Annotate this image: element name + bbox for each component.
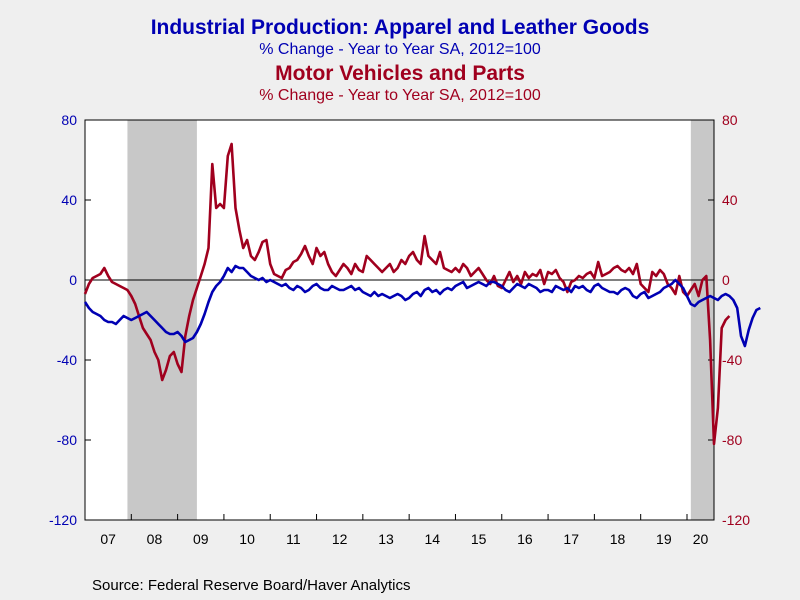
recession-band [127,120,197,520]
recession-band [690,120,714,520]
x-tick-label: 14 [425,531,441,547]
x-tick-label: 13 [378,531,394,547]
y-right-tick-label: -120 [722,512,750,528]
x-tick-label: 17 [563,531,579,547]
y-right-tick-label: 0 [722,272,730,288]
x-tick-label: 16 [517,531,533,547]
x-tick-label: 20 [693,531,709,547]
chart-title-series1: Industrial Production: Apparel and Leath… [150,16,650,39]
y-right-tick-label: -40 [722,352,742,368]
y-left-tick-label: 0 [69,272,77,288]
x-tick-label: 12 [332,531,348,547]
y-right-tick-label: 40 [722,192,738,208]
chart-subtitle-series2: % Change - Year to Year SA, 2012=100 [259,87,541,104]
series-line-apparel [83,264,761,348]
x-tick-label: 18 [610,531,626,547]
plot-border [84,119,715,521]
y-left-tick-label: -40 [57,352,77,368]
y-right-tick-label: -80 [722,432,742,448]
x-tick-label: 15 [471,531,487,547]
chart-subtitle-series1: % Change - Year to Year SA, 2012=100 [259,41,541,58]
y-right-tick-label: 80 [722,112,738,128]
x-tick-label: 08 [147,531,163,547]
y-left-tick-label: 80 [61,112,77,128]
x-tick-label: 07 [100,531,116,547]
y-left-tick-label: -120 [49,512,77,528]
x-tick-label: 09 [193,531,209,547]
y-left-tick-label: -80 [57,432,77,448]
chart-title-series2: Motor Vehicles and Parts [275,62,525,85]
x-tick-label: 10 [239,531,255,547]
source-note: Source: Federal Reserve Board/Haver Anal… [92,577,411,594]
series-line-motor-vehicles [83,142,731,446]
y-left-tick-label: 40 [61,192,77,208]
x-tick-label: 19 [656,531,672,547]
x-tick-label: 11 [286,531,301,547]
